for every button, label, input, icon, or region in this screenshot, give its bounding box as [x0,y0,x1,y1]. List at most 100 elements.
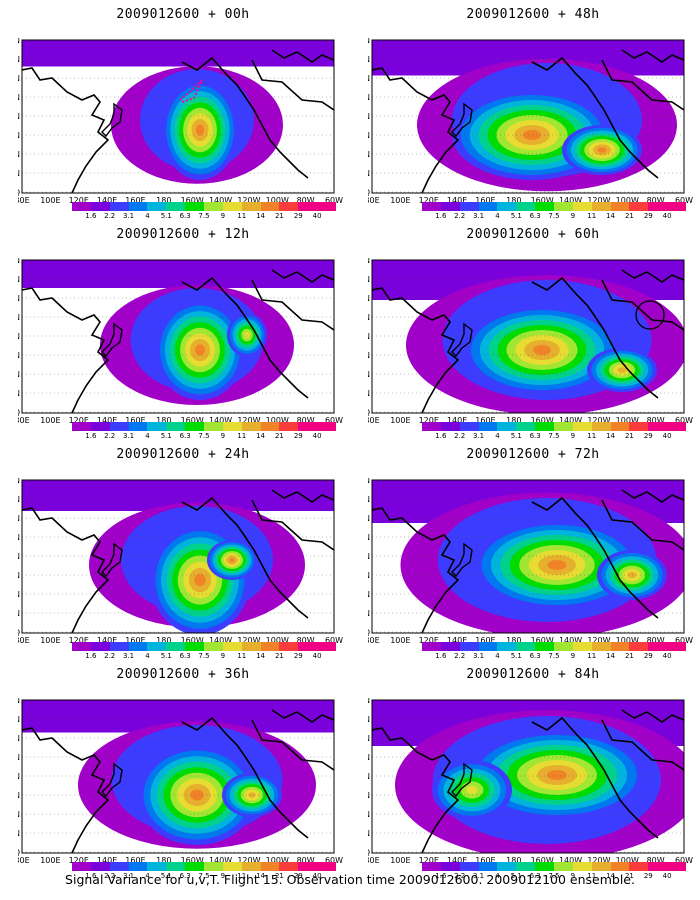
lat-tick-label: 50N [18,753,20,762]
colorbar-label: 9 [570,212,576,220]
lat-tick-label: EQ [368,408,370,417]
colorbar-swatch [90,642,111,651]
lat-tick-label: 60N [368,74,370,83]
colorbar-swatch [166,642,186,651]
colorbar-swatch [128,642,148,651]
colorbar-label: 40 [662,872,672,880]
lat-tick-label: EQ [18,628,20,637]
high-lat-band [22,40,334,67]
colorbar-label: 2.2 [454,212,466,220]
coastline [451,102,473,138]
panel-title: 2009012600 + 00h [116,7,250,22]
colorbar-label: 14 [256,652,266,660]
colorbar-label: 7.5 [548,432,560,440]
lat-tick-label: 10N [18,169,20,178]
colorbar-swatch [260,642,280,651]
variance-contour [547,560,567,570]
coastline [531,56,659,179]
lat-tick-label: 10N [18,389,20,398]
lat-tick-label: 80N [368,258,370,265]
colorbar-label: 5.1 [160,432,172,440]
lon-tick-label: 140E [447,196,467,203]
colorbar-swatch [572,422,593,431]
colorbar-swatch [478,422,498,431]
colorbar-swatch [422,202,442,211]
colorbar-swatch [109,862,130,871]
colorbar-label: 29 [293,212,303,220]
colorbar-label: 1.6 [85,432,97,440]
lon-tick-label: 160W [181,636,204,643]
lon-tick-label: 180 [506,416,521,423]
lon-tick-label: 140W [209,636,232,643]
map-plot: 80N 70N 60N 50N 40N 30N 20N 10N EQ80E 100E 120E 140… [368,698,698,886]
variance-map: 80N 70N 60N 50N 40N 30N 20N 10N EQ80E 100E 120E 140… [368,258,693,423]
coastline [251,499,334,551]
colorbar-swatch [554,642,574,651]
lon-tick-label: 100E [390,856,410,863]
variance-contour [547,770,567,780]
lon-tick-label: 140W [559,856,582,863]
lat-tick-label: 70N [18,715,20,724]
panel-title: 2009012600 + 36h [116,667,250,682]
lat-tick-label: 20N [368,150,370,159]
lon-tick-label: 120W [587,416,610,423]
coastline [181,716,309,839]
lon-tick-label: 120E [419,416,439,423]
colorbar-label: 40 [312,872,322,880]
lon-tick-label: 100W [266,636,289,643]
colorbar-swatch [90,862,111,871]
colorbar-swatch [298,642,318,651]
lat-tick-label: 50N [18,93,20,102]
coastline [601,279,684,331]
colorbar-swatch [610,202,630,211]
variance-map: 80N 70N 60N 50N 40N 30N 20N 10N EQ80E 100E 120E 140… [18,38,343,203]
colorbar-label: 6.3 [529,432,541,440]
colorbar-swatch [317,202,337,211]
colorbar-label: 11 [237,652,247,660]
colorbar-label: 6.3 [529,872,541,880]
panel-title: 2009012600 + 24h [116,447,250,462]
lon-tick-label: 80W [297,856,315,863]
variance-contour [195,344,205,356]
lon-tick-label: 160W [531,856,554,863]
variance-contour [194,573,206,587]
coastline [101,102,123,138]
coastline [621,709,684,723]
colorbar-label: 21 [624,212,634,220]
variance-map: 80N 70N 60N 50N 40N 30N 20N 10N EQ80E 100E 120E 140… [18,698,343,863]
colorbar-label: 2.2 [104,872,116,880]
colorbar-swatch [109,422,130,431]
colorbar-label: 2.2 [454,652,466,660]
map-plot: 80N 70N 60N 50N 40N 30N 20N 10N EQ80E 100E 120E 140… [18,478,348,666]
colorbar-label: 7.5 [548,872,560,880]
variance-contour [466,785,478,795]
lat-tick-label: 40N [18,112,20,121]
lon-tick-label: 180 [156,856,171,863]
lon-tick-label: 80W [297,416,315,423]
coastline [22,287,110,413]
colorbar-swatch [459,422,480,431]
colorbar-swatch [629,862,649,871]
colorbar-label: 21 [274,652,284,660]
lat-tick-label: 30N [368,131,370,140]
forecast-panel: 2009012600 + 60h 80N 70N 60N 50N 40N 30N 20N 10N… [368,225,698,440]
forecast-panel: 2009012600 + 48h 80N 70N 60N 50N 40N 30N 20N 10N… [368,5,698,220]
lon-tick-label: 120E [69,636,89,643]
lat-tick-label: 60N [368,294,370,303]
colorbar-swatch [497,642,517,651]
colorbar-swatch [591,202,612,211]
colorbar-label: 7.5 [198,652,210,660]
coastline [22,67,110,193]
colorbar-swatch [147,642,167,651]
colorbar-label: 7.5 [548,212,560,220]
lon-tick-label: 160E [125,416,145,423]
colorbar-swatch [648,422,668,431]
lat-tick-label: 20N [18,590,20,599]
colorbar-label: 4 [145,872,150,880]
lat-tick-label: 70N [18,55,20,64]
lon-tick-label: 160W [531,196,554,203]
colorbar-swatch [610,862,630,871]
colorbar-swatch [497,422,517,431]
colorbar-swatch [185,422,205,431]
lat-tick-label: 70N [18,495,20,504]
